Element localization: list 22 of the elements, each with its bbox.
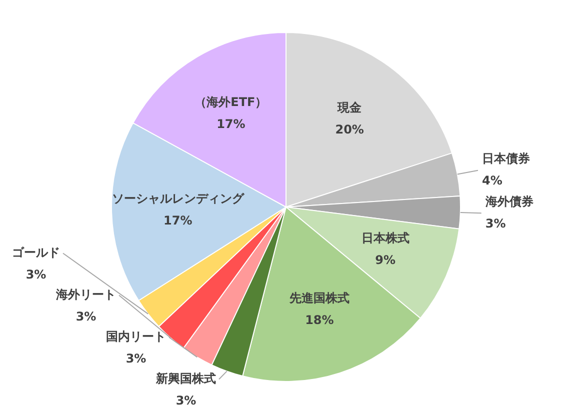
data-label: 3% xyxy=(126,351,146,366)
slice-label: 日本債券 xyxy=(482,152,531,166)
data-label: 3% xyxy=(176,393,196,408)
data-label: 18% xyxy=(305,313,334,328)
slice-label: ソーシャルレンディング xyxy=(112,192,245,206)
slice-label: 海外債券 xyxy=(484,194,534,208)
data-label: 4% xyxy=(482,174,502,188)
slice-label: ゴールド xyxy=(12,245,60,260)
data-label: 17% xyxy=(163,214,192,228)
data-label: 9% xyxy=(375,253,396,268)
data-label: 20% xyxy=(335,122,364,137)
slice-label: 現金 xyxy=(336,100,363,115)
slice-label: 海外リート xyxy=(55,287,116,302)
slice-label: 国内リート xyxy=(106,329,166,344)
slice-label: 日本株式 xyxy=(361,231,410,246)
slice-label: 新興国株式 xyxy=(155,371,216,386)
slice-label: （海外ETF） xyxy=(194,95,268,109)
data-label: 3% xyxy=(76,309,96,324)
data-label: 3% xyxy=(26,267,46,282)
data-label: 17% xyxy=(216,117,246,131)
data-label: 3% xyxy=(485,216,506,230)
slice-label: 先進国株式 xyxy=(288,291,350,306)
